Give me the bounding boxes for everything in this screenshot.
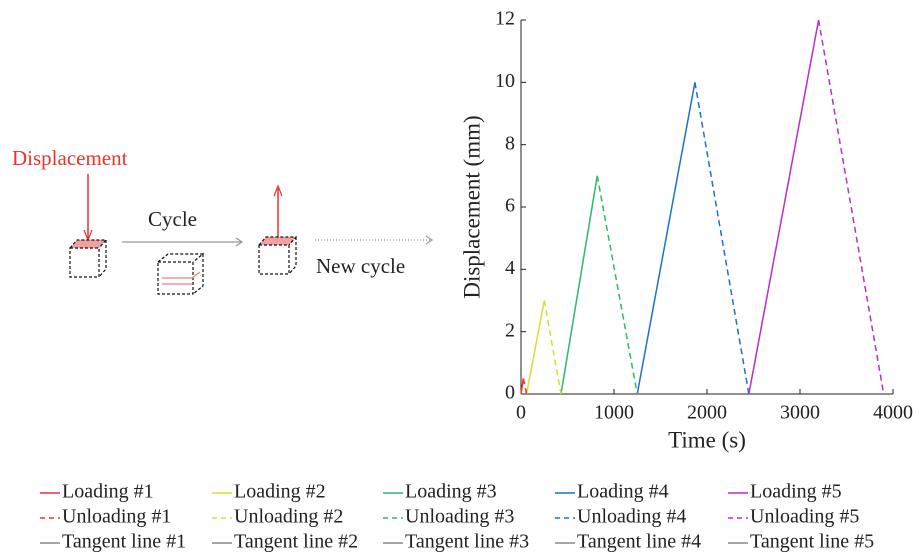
legend-label: Unloading #1: [62, 506, 171, 528]
series-line: [694, 82, 750, 395]
y-tick-label: 8: [505, 132, 515, 154]
x-tick-label: 0: [516, 402, 526, 424]
x-tick-label: 2000: [687, 402, 727, 424]
series-line: [596, 175, 638, 395]
series-line: [525, 300, 545, 395]
legend-label: Unloading #5: [750, 506, 859, 528]
legend-label: Loading #2: [234, 481, 326, 503]
legend-label: Tangent line #5: [750, 531, 874, 553]
series-line: [543, 300, 562, 395]
x-tick-label: 1000: [594, 402, 634, 424]
y-tick-label: 10: [495, 70, 515, 92]
chart: 0 2 4 6 8 10 12 0 1000 2000 3000 4000 Time (s) Displa…: [459, 8, 913, 453]
diagram-label: Displacement: [12, 146, 128, 170]
x-tick-label: 4000: [873, 402, 913, 424]
y-tick-label: 4: [505, 257, 515, 279]
series-line: [748, 19, 820, 395]
x-tick-label: 3000: [780, 402, 820, 424]
diagram: Displacement Cycle New cycle: [12, 146, 434, 295]
legend-label: Loading #3: [405, 481, 497, 503]
legend-label: Tangent line #4: [577, 531, 701, 553]
y-tick-label: 6: [505, 195, 515, 217]
diagram-label: New cycle: [316, 254, 405, 278]
series-line: [520, 378, 525, 395]
y-tick-label: 2: [505, 319, 515, 341]
y-tick-label: 0: [505, 382, 515, 404]
legend-label: Unloading #3: [405, 506, 514, 528]
series-line: [636, 82, 696, 395]
legend-label: Unloading #4: [577, 506, 686, 528]
legend-label: Loading #4: [577, 481, 669, 503]
series-line: [817, 19, 885, 395]
x-axis-label: Time (s): [668, 427, 746, 452]
legend-label: Loading #1: [62, 481, 154, 503]
legend-label: Unloading #2: [234, 506, 343, 528]
diagram-label: Cycle: [148, 207, 197, 231]
y-tick-label: 12: [495, 8, 515, 30]
y-axis-label: Displacement (mm): [459, 115, 484, 298]
legend-label: Tangent line #3: [405, 531, 529, 553]
legend-label: Tangent line #2: [234, 531, 358, 553]
legend-label: Loading #5: [750, 481, 842, 503]
series-line: [522, 378, 528, 395]
series-line: [560, 175, 598, 395]
legend-label: Tangent line #1: [62, 531, 186, 553]
